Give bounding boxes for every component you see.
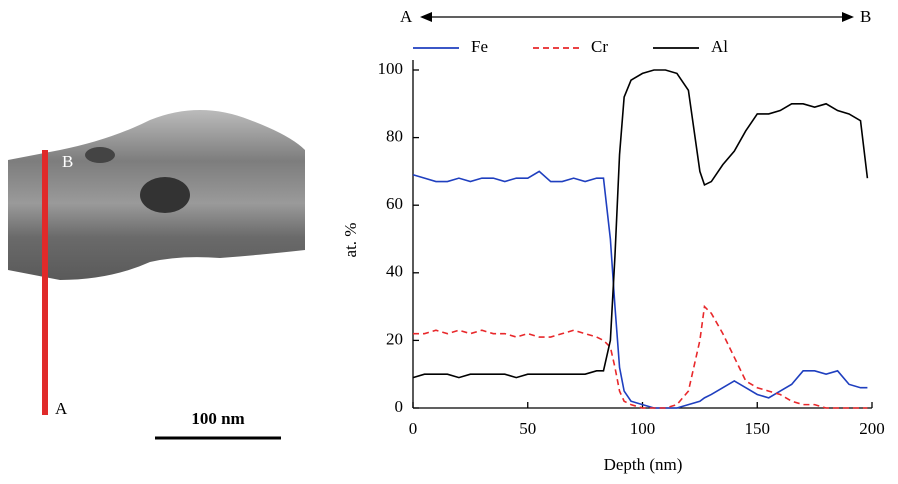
data-line [412,170,868,409]
image-label: A [55,399,68,418]
arrow [420,12,854,22]
legend-label: Fe [471,37,488,56]
image-label: B [62,152,73,171]
arrow-label: A [400,7,413,26]
y-tick-label: 20 [386,329,403,348]
y-tick-label: 0 [395,397,404,416]
arrow-label: B [860,7,871,26]
y-tick-label: 80 [386,127,403,146]
y-tick-label: 100 [378,59,404,78]
scale-bar-label: 100 nm [191,409,244,428]
x-tick-label: 150 [745,419,771,438]
micrograph [8,110,305,440]
y-tick-label: 60 [386,194,403,213]
x-tick-label: 0 [409,419,418,438]
x-tick-label: 100 [630,419,656,438]
y-axis-label: at. % [341,223,360,258]
data-line [413,304,868,409]
x-axis-label: Depth (nm) [604,455,683,474]
legend-label: Cr [591,37,608,56]
legend-label: Al [711,37,728,56]
x-tick-label: 200 [859,419,885,438]
y-tick-label: 40 [386,262,403,281]
x-tick-label: 50 [519,419,536,438]
data-line [412,69,869,379]
